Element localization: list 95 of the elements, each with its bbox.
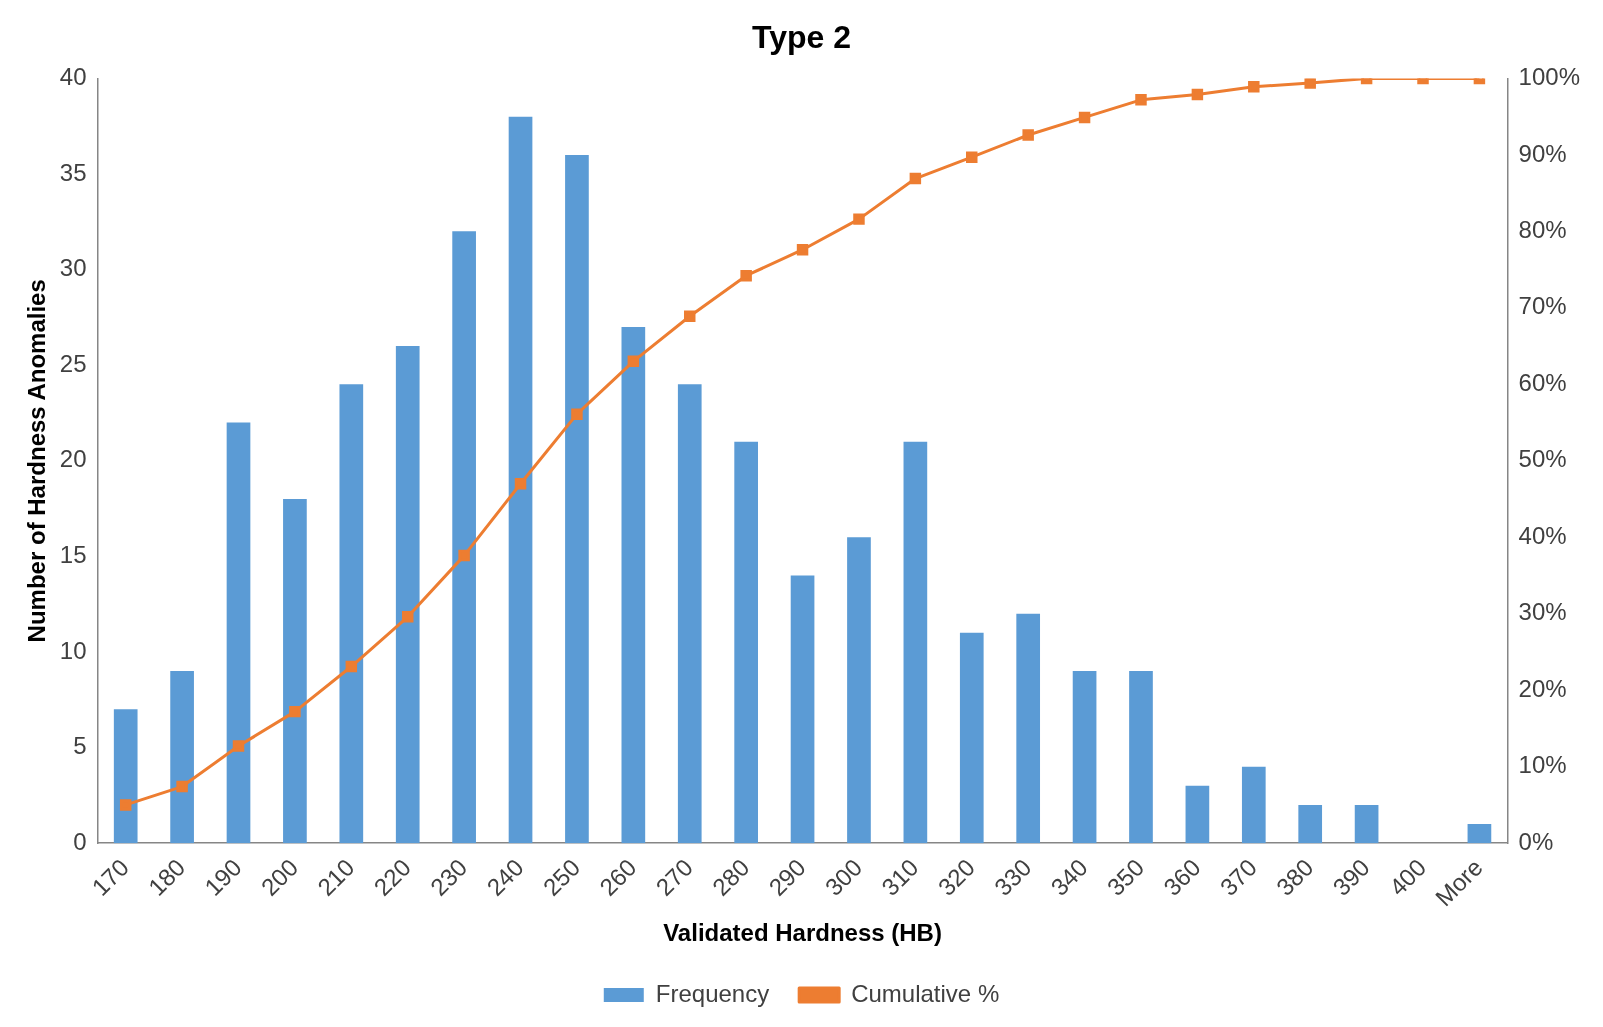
legend-label: Cumulative % [851, 979, 1000, 1007]
y2-tick-label: 60% [1518, 368, 1567, 396]
bar [113, 709, 138, 844]
point [345, 660, 358, 673]
bar [283, 499, 307, 844]
y-tick-label: 0 [73, 827, 87, 855]
x-tick-label: 220 [368, 853, 416, 901]
point [571, 408, 583, 420]
bar [1016, 613, 1041, 844]
y2-tick-label: 40% [1518, 521, 1567, 549]
point [1191, 88, 1204, 101]
y2-tick-label: 80% [1518, 215, 1567, 243]
point [740, 269, 752, 282]
x-tick-label: 300 [819, 853, 868, 901]
chart-title: Type 2 [752, 19, 851, 56]
bar [621, 326, 646, 844]
point [1078, 111, 1091, 124]
bar [226, 422, 251, 844]
point [684, 310, 696, 322]
y2-tick-label: 100% [1518, 63, 1581, 91]
x-tick-label: 210 [312, 853, 360, 901]
x-tick-label: 170 [86, 853, 134, 901]
y-tick-label: 35 [59, 158, 87, 186]
x-tick-label: 360 [1158, 853, 1206, 901]
y2-tick-label: 90% [1518, 139, 1567, 167]
bar [734, 441, 758, 844]
point [909, 172, 922, 185]
x-tick-label: 350 [1101, 853, 1150, 901]
x-tick-label: 330 [988, 853, 1037, 901]
x-tick-label: 250 [537, 853, 586, 901]
bar [1298, 804, 1323, 844]
bar [903, 441, 928, 844]
point [1248, 81, 1260, 93]
x-tick-label: 340 [1045, 853, 1093, 901]
point [1022, 129, 1034, 141]
x-tick-label: 290 [763, 853, 811, 901]
y2-tick-label: 30% [1518, 598, 1567, 626]
point [232, 740, 245, 752]
point [119, 799, 132, 811]
x-tick-label: 240 [481, 853, 529, 901]
x-tick-label: 370 [1214, 853, 1263, 901]
y-tick-label: 25 [59, 349, 87, 377]
x-tick-label: 270 [650, 853, 698, 901]
y2-tick-label: 10% [1518, 751, 1567, 779]
x-tick-label: 230 [424, 853, 473, 901]
y-tick-label: 40 [59, 63, 87, 91]
bar [677, 384, 702, 844]
y2-tick-label: 70% [1518, 292, 1567, 320]
point [796, 243, 809, 256]
y2-tick-label: 50% [1518, 445, 1567, 473]
bar [1467, 824, 1492, 844]
x-tick-label: 380 [1271, 853, 1319, 901]
point [176, 780, 188, 793]
bar [847, 537, 871, 844]
point [1304, 78, 1316, 89]
y-tick-label: 15 [59, 541, 87, 569]
bar [395, 346, 420, 844]
x-tick-label: 280 [706, 853, 755, 901]
point [853, 213, 865, 225]
point [289, 705, 301, 718]
bar [1185, 785, 1210, 844]
bar [1072, 671, 1097, 844]
x-tick-label: 400 [1383, 853, 1432, 901]
point [966, 151, 978, 163]
x-tick-label: 320 [932, 853, 980, 901]
x-tick-label: 260 [594, 853, 642, 901]
y-tick-label: 5 [73, 732, 87, 760]
y-tick-label: 20 [59, 445, 87, 473]
bar [565, 154, 589, 844]
x-axis-title: Validated Hardness (HB) [663, 919, 942, 947]
bar [170, 671, 194, 844]
point [1135, 94, 1147, 106]
y2-tick-label: 20% [1518, 674, 1567, 702]
point [458, 549, 470, 562]
bar [1129, 671, 1153, 844]
y-tick-label: 30 [59, 254, 87, 282]
point [627, 355, 640, 368]
bar [790, 575, 815, 844]
y-tick-label: 10 [59, 636, 87, 664]
point [401, 611, 414, 623]
y2-tick-label: 0% [1518, 827, 1554, 855]
legend-label: Frequency [655, 979, 770, 1007]
bar [1241, 766, 1266, 844]
bar [452, 231, 476, 844]
y-axis-title: Number of Hardness Anomalies [23, 279, 51, 643]
x-tick-label: 310 [876, 853, 924, 901]
bar [339, 384, 364, 844]
x-tick-label: 200 [255, 853, 304, 901]
x-tick-label: 180 [142, 853, 191, 901]
x-tick-label: 390 [1327, 853, 1375, 901]
point [514, 477, 527, 490]
x-tick-label: 190 [199, 853, 247, 901]
bar [1354, 804, 1379, 844]
bar [508, 116, 533, 844]
bar [959, 632, 984, 844]
